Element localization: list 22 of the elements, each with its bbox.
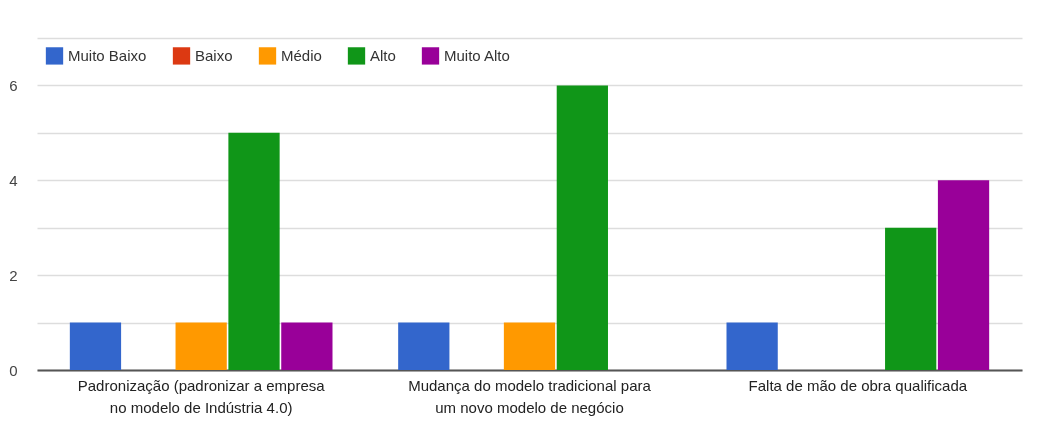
bar [69,322,122,370]
x-tick-label: Padronização (padronizar a empresa no modelo de Indústria 4.0) [77,376,326,416]
legend-label: Baixo [195,46,233,64]
bar [726,322,778,370]
bar [175,322,227,370]
legend-label: Muito Baixo [68,46,147,64]
bar [228,132,280,370]
y-tick-label: 6 [9,76,18,94]
legend-label: Médio [281,46,322,64]
y-tick-label: 2 [9,266,18,284]
y-tick-label: 0 [9,361,18,379]
bar [885,227,937,370]
x-tick-label: Falta de mão de obra qualificada [748,376,968,394]
bar [937,180,990,370]
x-tick-label: Mudança do modelo tradicional para um novo modelo de negócio [408,376,652,416]
bar [503,322,556,370]
legend-label: Muito Alto [444,46,510,64]
y-tick-label: 4 [9,171,18,189]
legend-label: Alto [370,46,396,64]
bar [398,322,450,370]
bar [556,85,608,370]
bar [281,322,333,370]
